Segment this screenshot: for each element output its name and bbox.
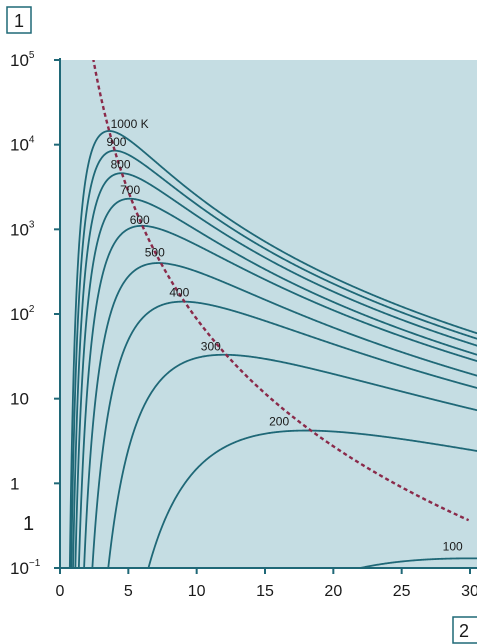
x-tick-label: 25 [393, 583, 411, 600]
callout-2-box [452, 616, 477, 644]
callout-2: 2 [452, 616, 477, 644]
wien-layer [92, 60, 470, 522]
x-tick-label: 0 [56, 583, 65, 600]
y-tick-label: 10 [10, 390, 29, 409]
callout-1-label: 1 [14, 11, 24, 31]
curve-label-300k: 300 [201, 340, 221, 354]
x-tick-label: 20 [324, 583, 342, 600]
curve-300k [107, 353, 477, 568]
curve-500k [83, 262, 477, 568]
y-tick-label: 103 [10, 219, 35, 239]
curve-label-400k: 400 [169, 286, 189, 300]
y-tick-label: 10−1 [10, 558, 41, 578]
wien-displacement-curve [92, 60, 470, 522]
curve-400k [91, 300, 477, 568]
curve-800k [72, 172, 477, 568]
curve-label-700k: 700 [120, 183, 140, 197]
curve-1000k [68, 130, 477, 568]
x-tick-label: 30 [461, 583, 477, 600]
y-tick-label: 1 [10, 474, 19, 493]
y-tick-label: 104 [10, 135, 35, 155]
curve-labels-layer: 1000 K 900 800 700 600 500 400 300 200 100 [106, 117, 463, 554]
curve-label-1000k: 1000 K [111, 117, 149, 131]
curve-700k [74, 197, 477, 568]
x-tick-label: 15 [256, 583, 274, 600]
curves-layer [68, 130, 477, 568]
x-tick-label: 5 [124, 583, 133, 600]
callout-1: 1 [6, 6, 32, 34]
curve-label-600k: 600 [130, 213, 150, 227]
callout-1-box [6, 6, 32, 34]
curve-100k [356, 557, 477, 568]
curve-900k [70, 149, 477, 568]
y-tick-label: 105 [10, 50, 35, 70]
curve-label-500k: 500 [145, 245, 165, 259]
x-tick-label: 10 [188, 583, 206, 600]
y-tick-label: 102 [10, 304, 35, 324]
curve-label-200k: 200 [269, 415, 289, 429]
stray-label: 1 [23, 513, 34, 535]
callout-2-label: 2 [459, 621, 469, 641]
x-ticks: 0 5 10 15 20 25 30 [56, 568, 477, 600]
curve-label-100k: 100 [443, 540, 463, 554]
curve-600k [77, 224, 477, 568]
curve-label-900k: 900 [106, 135, 126, 149]
curve-label-800k: 800 [111, 158, 131, 172]
y-ticks: 10−1 1 10 102 103 104 105 [10, 50, 60, 578]
